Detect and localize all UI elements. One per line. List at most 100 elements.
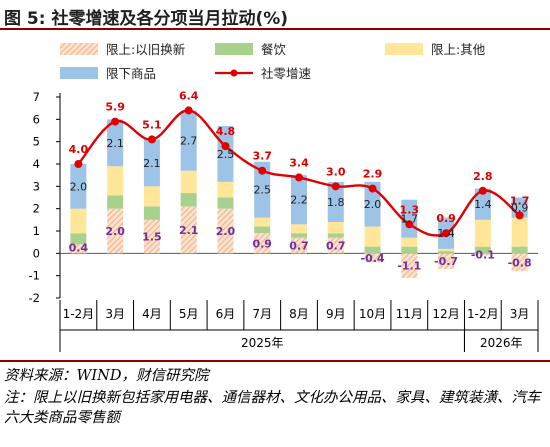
- trade-in-data-label: 0.7: [289, 240, 309, 253]
- bar-catering: [70, 233, 87, 245]
- bar-below: [291, 175, 307, 225]
- bar-trade_in: [291, 237, 307, 254]
- bar-catering: [438, 251, 455, 254]
- line-data-label: 3.7: [252, 150, 272, 163]
- bar-below: [401, 199, 418, 238]
- y-tick-label: 7: [33, 90, 40, 104]
- line-data-label: 4.0: [69, 143, 89, 156]
- line-marker: [74, 160, 83, 168]
- x-tick-label: 1-2月: [467, 307, 499, 321]
- x-tick-label: 8月: [289, 307, 309, 321]
- line-marker: [184, 106, 193, 115]
- y-tick-label: 1: [33, 224, 40, 238]
- line-data-label: 2.8: [473, 170, 493, 183]
- line-data-label: 5.1: [142, 118, 162, 131]
- data-labels: 4.0 0.4 2.0 5.9 2.0 2.1 5.1 1.5 2.1 6.4 2.1 2.7 4.8 2…: [69, 89, 532, 272]
- x-tick-label: 6月: [216, 307, 236, 321]
- bar-trade_in: [401, 253, 418, 278]
- below-data-label: 2.0: [364, 198, 382, 211]
- bar-trade_in: [180, 206, 197, 254]
- x-tick-label: 12月: [432, 307, 459, 321]
- y-tick-label: 4: [33, 157, 40, 171]
- trade-in-data-label: 0.9: [252, 237, 272, 250]
- y-tick-label: 5: [33, 135, 40, 149]
- trade-in-data-label: -0.4: [361, 252, 385, 265]
- legend-swatch-below: [60, 67, 98, 79]
- title-rule: [0, 28, 550, 30]
- x-tick-label: 4月: [142, 307, 162, 321]
- bar-below: [474, 188, 491, 220]
- line-marker: [331, 182, 340, 191]
- trade-in-data-label: 0.4: [69, 241, 89, 254]
- line-marker: [147, 135, 156, 144]
- below-data-label: 1.4: [437, 227, 455, 240]
- bar-trade_in: [438, 253, 455, 269]
- line-data-label: 3.4: [289, 156, 309, 169]
- bar-above_other: [474, 219, 491, 247]
- below-data-label: 0.9: [511, 202, 529, 215]
- bar-trade_in: [364, 253, 381, 263]
- footnote: 注：限上以旧换新包括家用电器、通信器材、文化办公用品、家具、建筑装潢、汽车六大类…: [4, 390, 541, 426]
- trade-in-data-label: -0.1: [471, 248, 495, 261]
- source-note: 资料来源：WIND，财信研究院: [4, 368, 209, 384]
- trade-in-data-label: -1.1: [397, 260, 421, 273]
- line-marker: [221, 142, 230, 151]
- line-data-label: 5.9: [105, 101, 125, 114]
- below-data-label: 2.1: [143, 157, 161, 170]
- bar-below: [217, 126, 234, 182]
- line-data-label: 3.0: [326, 165, 346, 178]
- bar-above_other: [327, 222, 344, 234]
- bar-below: [180, 110, 197, 171]
- line-series: [74, 106, 524, 238]
- x-tick-label: 1-2月: [63, 307, 95, 321]
- line-marker: [111, 117, 120, 126]
- line-marker: [442, 229, 451, 238]
- x-tick-label: 7月: [252, 307, 272, 321]
- bar-above_other: [401, 237, 418, 247]
- y-tick-label: 0: [33, 246, 40, 260]
- below-data-label: 2.5: [217, 148, 235, 161]
- bar-below: [70, 164, 87, 209]
- x-tick-label: 9月: [326, 307, 346, 321]
- y-tick-label: 6: [33, 112, 40, 126]
- bar-catering: [474, 246, 491, 254]
- legend-line-marker: [230, 69, 238, 77]
- bar-catering: [291, 233, 307, 238]
- legend-swatch-above_other: [385, 43, 423, 55]
- below-data-label: 1.8: [327, 196, 345, 209]
- bar-catering: [254, 226, 271, 234]
- trade-in-data-label: -0.8: [508, 256, 532, 269]
- legend-label-line: 社零增速: [261, 66, 312, 81]
- bar-above_other: [143, 186, 160, 207]
- bar-catering: [364, 246, 381, 254]
- legend-swatch-catering: [215, 43, 253, 55]
- legend-label-catering: 餐饮: [261, 42, 287, 57]
- bar-trade_in: [254, 233, 271, 254]
- bar-trade_in: [327, 237, 344, 254]
- line-marker: [258, 166, 267, 175]
- below-data-label: 2.0: [70, 180, 88, 193]
- footer-rule: [0, 360, 550, 362]
- bar-above_other: [70, 208, 87, 234]
- line-data-label: 2.9: [363, 168, 383, 181]
- x-tick-label: 5月: [179, 307, 199, 321]
- bar-below: [327, 181, 344, 223]
- bar-above_other: [107, 166, 124, 196]
- bars: [70, 110, 528, 278]
- y-tick-label: 3: [33, 179, 40, 193]
- line-marker: [405, 220, 414, 229]
- bar-trade_in: [143, 219, 160, 254]
- trade-in-data-label: 1.5: [142, 231, 162, 244]
- bar-catering: [217, 197, 234, 209]
- bar-catering: [180, 193, 197, 207]
- line-marker: [368, 184, 377, 193]
- bar-above_other: [254, 217, 271, 227]
- line-data-label: 1.7: [510, 194, 530, 207]
- bar-catering: [327, 233, 344, 238]
- bar-trade_in: [474, 253, 491, 256]
- below-data-label: 2.2: [290, 194, 308, 207]
- bar-above_other: [438, 248, 455, 252]
- line-marker: [515, 211, 524, 220]
